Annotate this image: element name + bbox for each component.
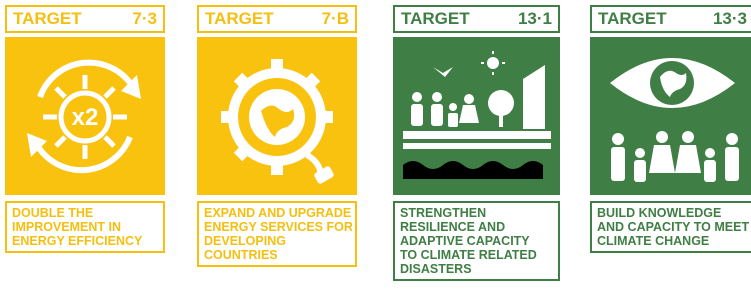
card-header: TARGET 7·B: [197, 5, 357, 33]
card-header: TARGET 13·1: [393, 5, 560, 33]
description-line: AND CAPACITY TO MEET: [597, 220, 748, 234]
description-line: CLIMATE CHANGE: [597, 234, 748, 248]
label: TARGET: [598, 9, 667, 29]
card-header: TARGET 7·3: [5, 5, 165, 33]
description-line: ENERGY EFFICIENCY: [12, 234, 158, 248]
description-line: TO CLIMATE RELATED: [400, 248, 553, 262]
description-line: DISASTERS: [400, 262, 553, 276]
description-line: BUILD KNOWLEDGE: [597, 206, 748, 220]
icon: x2: [5, 37, 165, 195]
description-line: ENERGY SERVICES FOR: [204, 220, 350, 234]
icon: [393, 37, 560, 195]
description-line: DOUBLE THE: [12, 206, 158, 220]
number: 7·3: [132, 9, 157, 29]
label: TARGET: [401, 9, 470, 29]
description-line: EXPAND AND UPGRADE: [204, 206, 350, 220]
icon-text: x2: [72, 104, 99, 131]
icon: [197, 37, 357, 195]
description-line: DEVELOPING: [204, 234, 350, 248]
description-line: ADAPTIVE CAPACITY: [400, 234, 553, 248]
number: 13·3: [713, 9, 747, 29]
label: TARGET: [13, 9, 82, 29]
icon: [590, 37, 751, 195]
page: TARGET7·3 x2 DOUBLE THEIMPROVEMENT INENE…: [0, 0, 751, 296]
card-header: TARGET 13·3: [590, 5, 751, 33]
description-line: IMPROVEMENT IN: [12, 220, 158, 234]
label: TARGET: [205, 9, 274, 29]
number: 13·1: [518, 9, 552, 29]
description-line: RESILIENCE AND: [400, 220, 553, 234]
description-line: COUNTRIES: [204, 248, 350, 262]
number: 7·B: [322, 9, 349, 29]
description-line: STRENGTHEN: [400, 206, 553, 220]
